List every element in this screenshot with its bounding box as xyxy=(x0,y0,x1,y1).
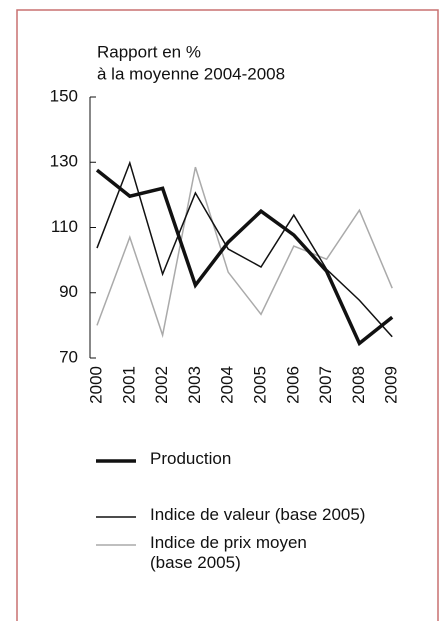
series-line xyxy=(96,166,393,339)
x-tick-label: 2000 xyxy=(86,366,105,404)
legend-label: Indice de prix moyen (base 2005) xyxy=(150,533,307,572)
x-tick-label: 2008 xyxy=(349,366,368,404)
frame xyxy=(16,9,439,621)
legend-label: Production xyxy=(150,449,232,468)
x-tick-label: 2003 xyxy=(185,366,204,404)
chart-title: à la moyenne 2004-2008 xyxy=(97,64,285,83)
x-tick-label: 2002 xyxy=(152,366,171,404)
x-tick-label: 2006 xyxy=(283,366,302,404)
x-tick-label: 2009 xyxy=(382,366,401,404)
legend-label: Indice de valeur (base 2005) xyxy=(150,505,366,524)
y-tick-label: 130 xyxy=(50,152,78,171)
y-tick-label: 150 xyxy=(50,86,78,105)
x-tick-label: 2005 xyxy=(250,366,269,404)
y-tick-label: 90 xyxy=(59,282,78,301)
y-tick-label: 110 xyxy=(51,217,78,236)
x-tick-label: 2004 xyxy=(218,366,237,404)
x-tick-label: 2001 xyxy=(119,366,138,404)
series-line xyxy=(96,160,393,338)
series-line xyxy=(95,168,394,347)
chart-title: Rapport en % xyxy=(97,42,201,61)
y-tick-label: 70 xyxy=(59,347,78,366)
x-tick-label: 2007 xyxy=(316,366,335,404)
